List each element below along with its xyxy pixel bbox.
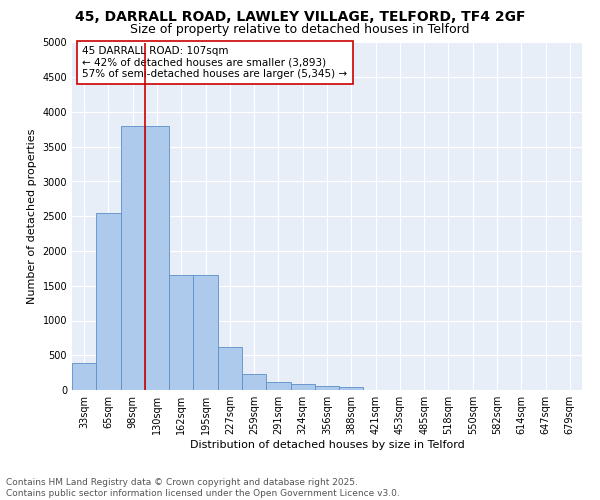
Bar: [290, 384, 315, 390]
Y-axis label: Number of detached properties: Number of detached properties: [27, 128, 37, 304]
Bar: [96, 213, 121, 390]
Bar: [315, 386, 339, 390]
Bar: [242, 374, 266, 390]
Bar: [339, 387, 364, 390]
Bar: [145, 126, 169, 390]
Text: 45 DARRALL ROAD: 107sqm
← 42% of detached houses are smaller (3,893)
57% of semi: 45 DARRALL ROAD: 107sqm ← 42% of detache…: [82, 46, 347, 79]
Bar: [266, 382, 290, 390]
Text: 45, DARRALL ROAD, LAWLEY VILLAGE, TELFORD, TF4 2GF: 45, DARRALL ROAD, LAWLEY VILLAGE, TELFOR…: [75, 10, 525, 24]
Bar: [169, 276, 193, 390]
Text: Size of property relative to detached houses in Telford: Size of property relative to detached ho…: [130, 22, 470, 36]
X-axis label: Distribution of detached houses by size in Telford: Distribution of detached houses by size …: [190, 440, 464, 450]
Text: Contains HM Land Registry data © Crown copyright and database right 2025.
Contai: Contains HM Land Registry data © Crown c…: [6, 478, 400, 498]
Bar: [193, 276, 218, 390]
Bar: [121, 126, 145, 390]
Bar: [72, 363, 96, 390]
Bar: [218, 347, 242, 390]
